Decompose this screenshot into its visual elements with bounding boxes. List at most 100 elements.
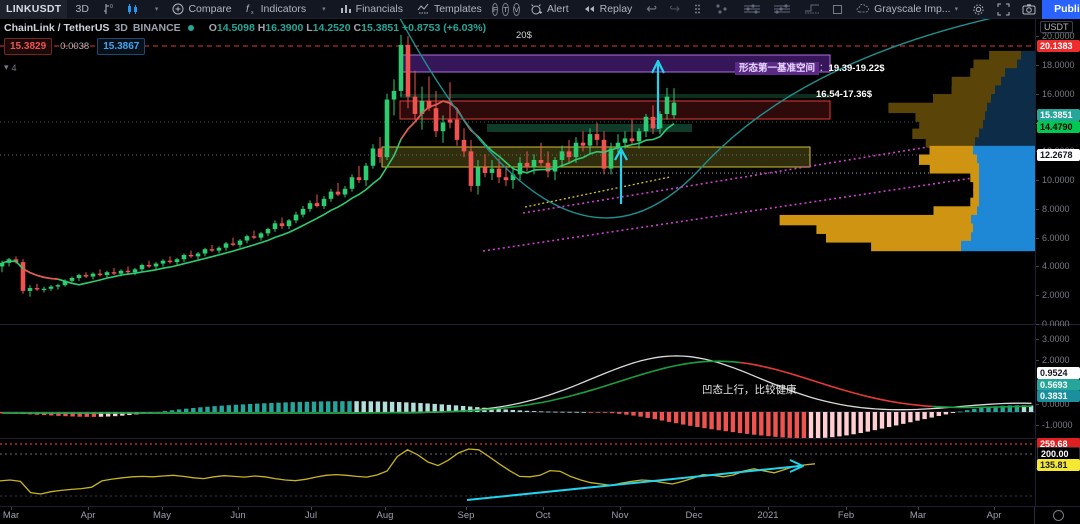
time-label: May <box>153 510 171 521</box>
legend-title[interactable]: ChainLink / TetherUS <box>4 22 110 34</box>
time-axis[interactable]: Mar Apr May Jun Jul Aug Sep Oct Nov Dec 2021 Feb Mar… <box>0 506 1080 524</box>
macd-value-tag[interactable]: 0.9524 <box>1037 367 1080 379</box>
macd-histogram-bar <box>617 412 622 414</box>
volume-profile-bar-total <box>961 240 1035 252</box>
price-pane[interactable]: 20$ 形态第一基准空间 ：19.39-19.22$ 16.54-17.36$ <box>0 19 1035 324</box>
tool-t-button[interactable]: T <box>502 2 509 16</box>
macd-chart-svg <box>0 355 1035 438</box>
volume-profile-bar-value <box>951 85 995 96</box>
drag-handle-icon[interactable] <box>688 0 707 19</box>
layout-single-icon[interactable] <box>707 0 737 19</box>
cloud-icon <box>856 3 870 15</box>
time-label: Jun <box>230 510 246 521</box>
redo-button[interactable]: ↪ <box>669 1 681 16</box>
time-tick <box>238 507 239 510</box>
settings-gear-icon[interactable] <box>966 0 991 19</box>
fullscreen-box-icon[interactable] <box>827 0 848 19</box>
macd-histogram-bar <box>63 412 68 417</box>
tool-v-button[interactable]: V <box>513 2 521 16</box>
svg-text:x: x <box>251 10 254 15</box>
undo-button[interactable]: ↩ <box>646 1 658 16</box>
macd-pane[interactable]: 凹态上行，比较健康 <box>0 326 1035 438</box>
financials-button[interactable]: Financials <box>334 0 409 19</box>
target-price-label: 20$ <box>516 30 532 41</box>
macd-histogram-bar <box>311 401 317 412</box>
macd-histogram-bar <box>610 412 615 414</box>
volume-profile-bar-value <box>973 189 979 200</box>
layout-four-icon[interactable] <box>797 0 827 19</box>
alert-button[interactable]: Alert <box>524 0 575 19</box>
high-value: 16.3900 <box>265 22 304 34</box>
macd-histogram-bar <box>91 412 97 417</box>
bid-price[interactable]: 15.3829 <box>4 38 53 55</box>
volume-profile-bar-total <box>979 189 1035 200</box>
plus-circle-icon <box>172 3 184 15</box>
compare-label: Compare <box>188 3 232 15</box>
bar-style-icon[interactable]: 0 <box>97 0 120 19</box>
oscillator-value-tag[interactable]: 135.81 <box>1037 459 1080 471</box>
time-label: Jul <box>304 510 318 521</box>
pane-divider-2[interactable] <box>0 438 1080 439</box>
alarm-clock-icon <box>530 3 543 15</box>
macd-histogram-bar <box>823 412 828 438</box>
macd-histogram-bar <box>780 412 785 438</box>
time-tick <box>918 507 919 510</box>
volume-profile-bar-value <box>919 154 977 165</box>
price-scale[interactable]: USDT 20.000018.000016.000014.000012.0000… <box>1035 19 1080 329</box>
templates-button[interactable]: Templates <box>411 0 488 19</box>
chevron-down-icon[interactable]: ▾ <box>154 6 159 13</box>
macd-histogram-bar <box>318 401 324 412</box>
symbol-button[interactable]: LINKUSDT <box>0 0 68 19</box>
macd-histogram-bar <box>766 412 771 437</box>
snapshot-camera-icon[interactable] <box>1016 0 1042 19</box>
time-tick <box>694 507 695 510</box>
ask-price[interactable]: 15.3867 <box>97 38 146 55</box>
svg-text:0: 0 <box>110 4 113 10</box>
layout-three-icon[interactable] <box>767 0 797 19</box>
price-tag[interactable]: 14.4790 <box>1037 121 1080 133</box>
volume-profile-bar-total <box>979 128 1035 139</box>
publish-button[interactable]: Publish <box>1042 0 1080 19</box>
macd-histogram-bar <box>837 412 842 437</box>
macd-scale[interactable]: 3.0000 2.0000 0.0000 -1.0000 0.9524 0.5693 0.3… <box>1035 326 1080 438</box>
chevron-down-icon[interactable]: ▾ <box>4 62 9 72</box>
compare-button[interactable]: Compare <box>166 0 237 19</box>
legend-collapse[interactable]: ▾ 4 <box>4 62 17 73</box>
macd-histogram-bar <box>808 412 814 438</box>
time-label: Oct <box>535 510 551 521</box>
replay-button[interactable]: Replay <box>577 0 639 19</box>
macd-value-tag[interactable]: 0.5693 <box>1037 379 1080 391</box>
layout-two-icon[interactable] <box>737 0 767 19</box>
macd-value-tag[interactable]: 0.3831 <box>1037 390 1080 402</box>
macd-histogram-bar <box>957 411 963 413</box>
time-settings-gear-icon[interactable] <box>1053 510 1064 521</box>
interval-button[interactable]: 3D <box>75 3 89 15</box>
macd-histogram-bar <box>901 412 906 424</box>
pane-divider-1[interactable] <box>0 324 1080 325</box>
macd-histogram-bar <box>879 412 885 429</box>
macd-histogram-bar <box>815 412 821 438</box>
macd-histogram-bar <box>524 410 530 412</box>
volume-profile-bar-total <box>977 154 1035 165</box>
macd-histogram-bar <box>730 412 736 433</box>
time-axis-divider <box>1034 507 1035 524</box>
fullscreen-icon[interactable] <box>991 0 1016 19</box>
time-label: Mar <box>2 510 20 521</box>
price-tag[interactable]: 20.1383 <box>1037 40 1080 52</box>
tool-f-button[interactable]: F <box>491 2 499 16</box>
time-label: Aug <box>376 510 394 521</box>
price-tag[interactable]: 12.2678 <box>1037 149 1080 161</box>
macd-histogram-bar <box>922 412 927 420</box>
oscillator-pane[interactable] <box>0 440 1035 506</box>
open-label: O <box>208 22 217 34</box>
price-tag[interactable]: 15.3851 <box>1037 109 1080 121</box>
chevron-down-icon[interactable]: ▾ <box>322 6 326 13</box>
candle-style-icon[interactable] <box>120 0 145 19</box>
macd-histogram-bar <box>659 412 665 421</box>
layout-name-button[interactable]: Grayscale Imp... ▾ <box>850 0 964 19</box>
macd-signal-up-segment <box>932 405 1032 409</box>
macd-histogram-bar <box>546 411 551 413</box>
legend-exchange: BINANCE <box>132 22 181 34</box>
